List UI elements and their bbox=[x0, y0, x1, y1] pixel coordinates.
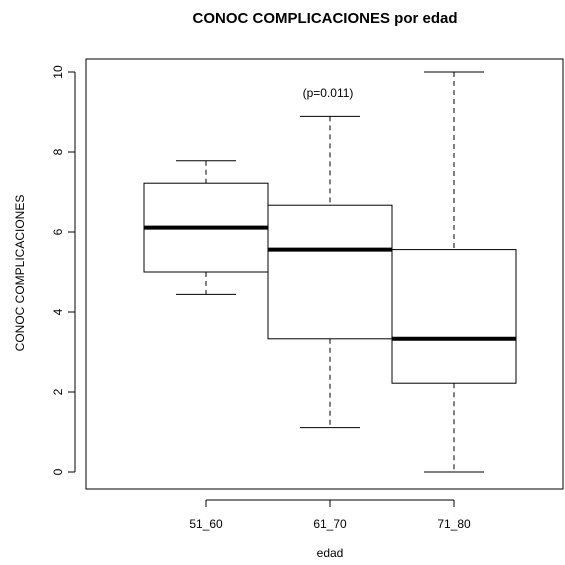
box-51_60 bbox=[143, 160, 269, 295]
box-71_80 bbox=[391, 71, 517, 473]
box-61_70 bbox=[267, 115, 393, 429]
y-tick-label: 4 bbox=[51, 308, 65, 315]
x-axis-label: edad bbox=[317, 546, 344, 560]
x-tick-label: 71_80 bbox=[437, 517, 471, 531]
x-axis: 51_60 61_70 71_80 bbox=[189, 499, 471, 531]
y-axis-label: CONOC COMPLICACIONES bbox=[13, 195, 27, 352]
iqr-box bbox=[391, 249, 517, 384]
plot-frame bbox=[85, 58, 564, 490]
y-axis: 0 2 4 6 8 10 bbox=[51, 65, 76, 475]
y-tick-label: 2 bbox=[51, 388, 65, 395]
y-tick-label: 6 bbox=[51, 228, 65, 235]
iqr-box bbox=[267, 204, 393, 340]
box-group bbox=[143, 71, 517, 473]
y-tick-label: 10 bbox=[51, 65, 65, 79]
chart-title: CONOC COMPLICACIONES por edad bbox=[192, 10, 457, 27]
p-value-annotation: (p=0.011) bbox=[303, 86, 354, 100]
y-tick-label: 0 bbox=[51, 468, 65, 475]
x-tick-label: 61_70 bbox=[313, 517, 347, 531]
y-tick-label: 8 bbox=[51, 148, 65, 155]
x-tick-label: 51_60 bbox=[189, 517, 223, 531]
